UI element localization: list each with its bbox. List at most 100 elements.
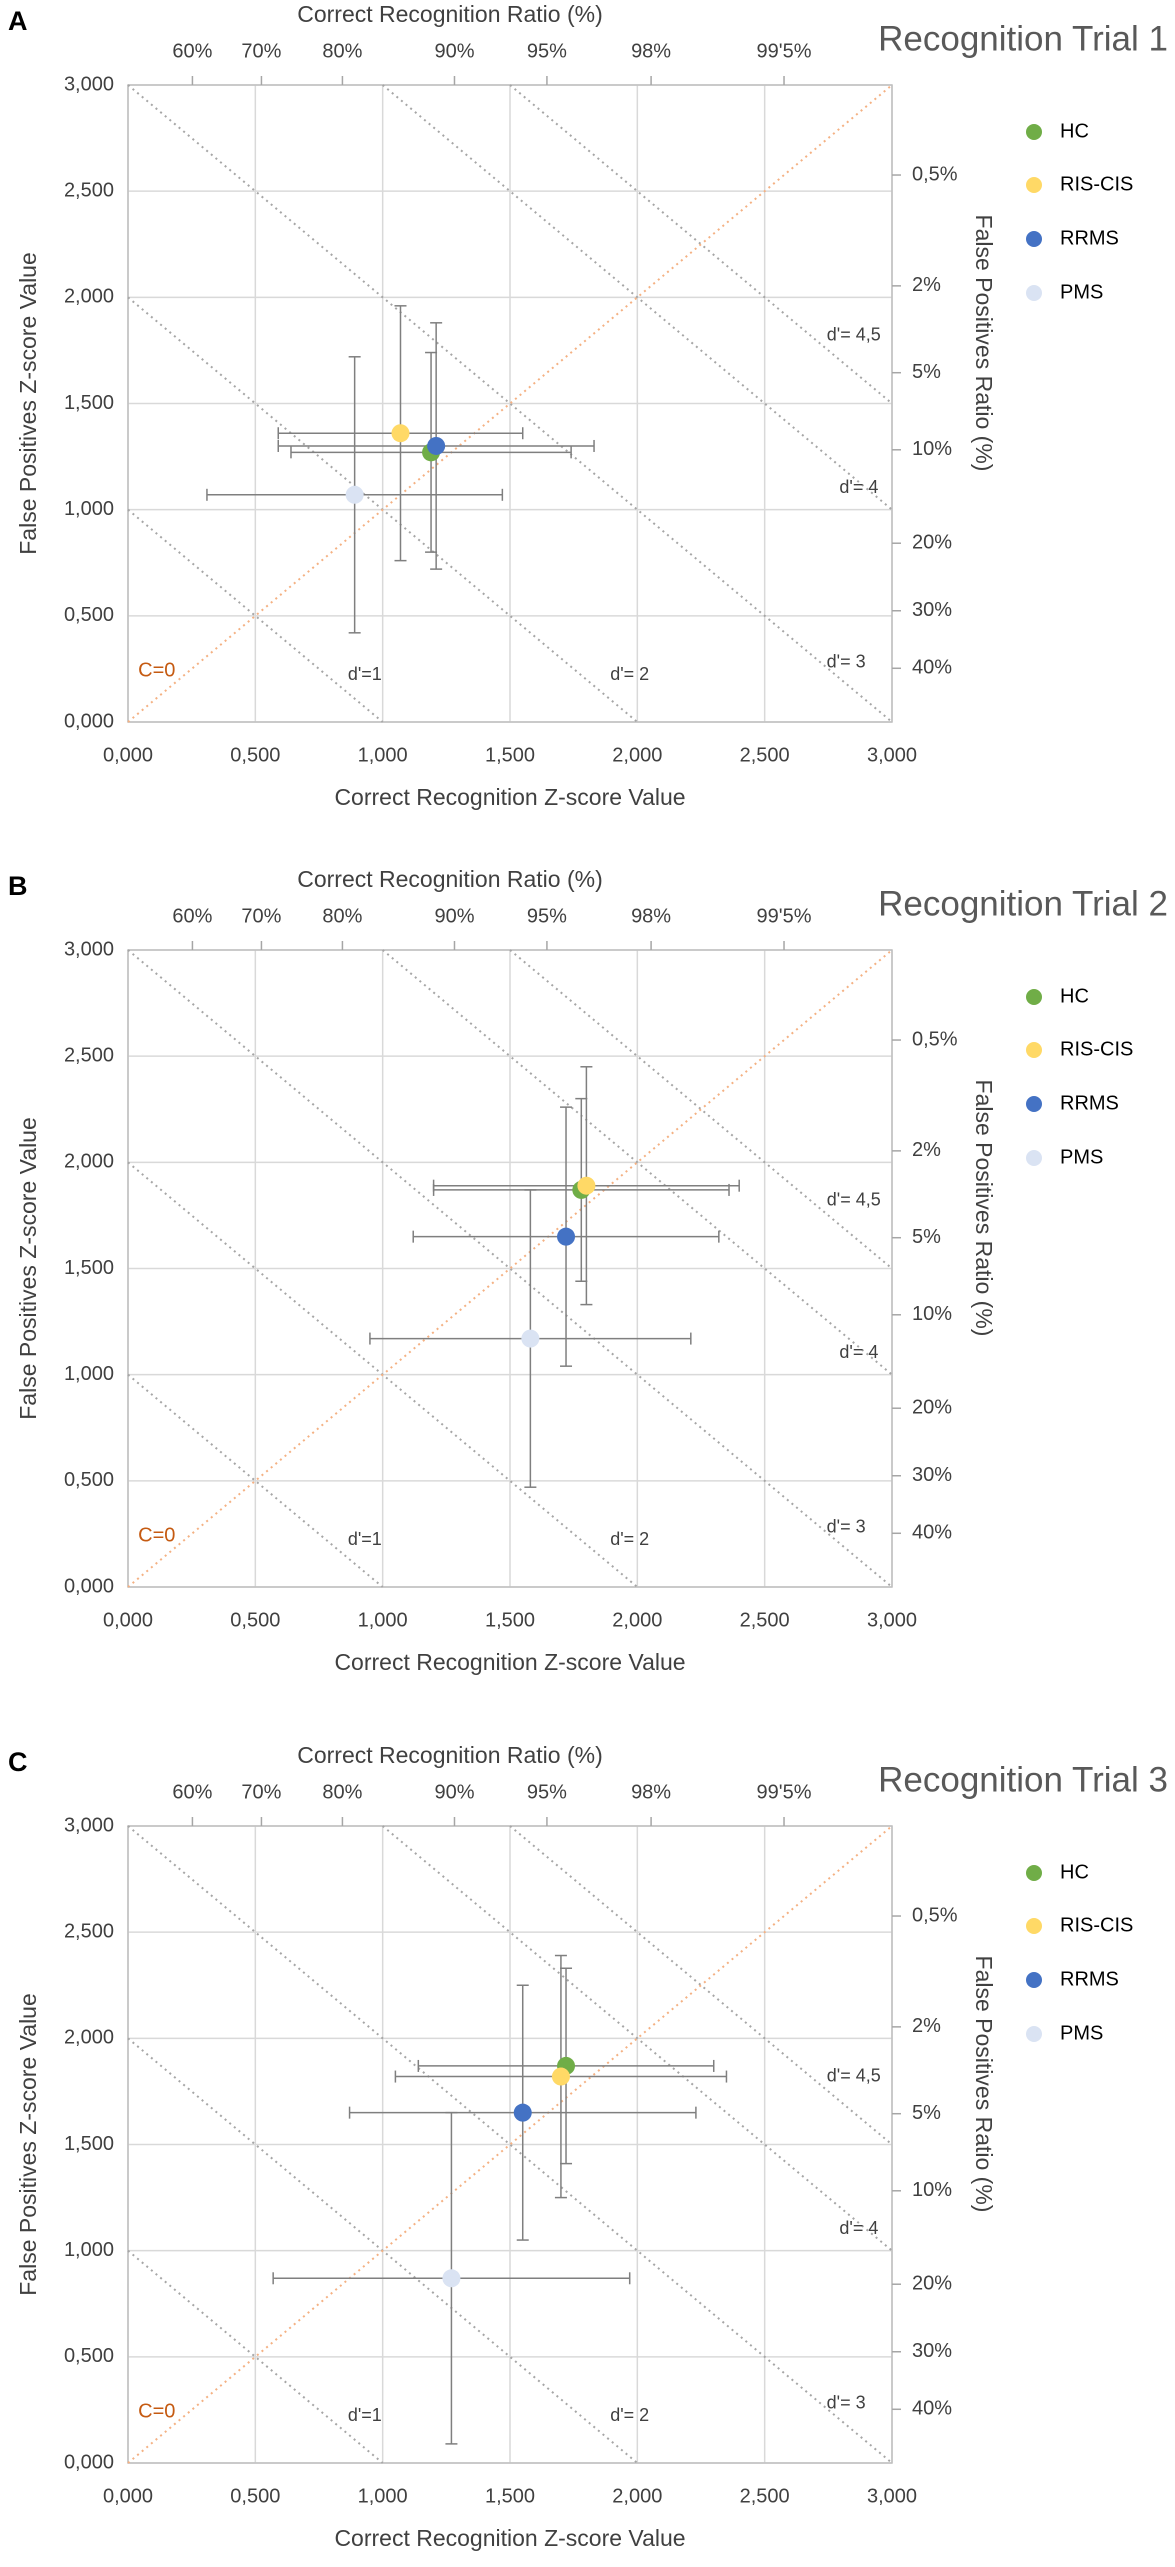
criterion-label: C=0 — [138, 2400, 175, 2422]
reference-line — [509, 84, 893, 405]
legend-label: RRMS — [1060, 1092, 1119, 1114]
x-tick-label: 2,500 — [740, 744, 790, 766]
y2-tick-label: 2% — [912, 2015, 941, 2037]
x2-tick-label: 60% — [172, 905, 212, 927]
criterion-line — [127, 949, 893, 1588]
x2-tick-label: 60% — [172, 40, 212, 62]
legend-label: RIS-CIS — [1060, 1914, 1133, 1936]
y2-tick-label: 2% — [912, 274, 941, 296]
chart-title: Recognition Trial 2 — [878, 884, 1168, 923]
legend-label: RRMS — [1060, 227, 1119, 249]
y-tick-label: 0,500 — [64, 1469, 114, 1491]
legend-marker — [1026, 231, 1042, 247]
y2-tick-label: 30% — [912, 599, 952, 621]
panel-label: B — [8, 871, 28, 901]
reference-line — [127, 949, 893, 1588]
x-tick-label: 0,000 — [103, 744, 153, 766]
y2-tick-label: 0,5% — [912, 163, 958, 185]
y-tick-label: 2,000 — [64, 2027, 114, 2049]
y-tick-label: 0,000 — [64, 1575, 114, 1597]
y-tick-label: 2,000 — [64, 286, 114, 308]
y-tick-label: 1,000 — [64, 2239, 114, 2261]
reference-label: d'= 4 — [839, 2218, 878, 2238]
y-tick-label: 3,000 — [64, 1814, 114, 1836]
legend-label: RIS-CIS — [1060, 173, 1133, 195]
x-axis-label: Correct Recognition Z-score Value — [334, 784, 685, 810]
legend-marker — [1026, 1865, 1042, 1881]
reference-label: d'= 3 — [827, 2392, 866, 2412]
y-axis-label: False Positives Z-score Value — [15, 252, 41, 555]
y2-tick-label: 20% — [912, 531, 952, 553]
x-tick-label: 0,500 — [230, 1609, 280, 1631]
x-tick-label: 2,000 — [612, 1609, 662, 1631]
y2-tick-label: 5% — [912, 1226, 941, 1248]
criterion-label: C=0 — [138, 659, 175, 681]
x-tick-label: 2,500 — [740, 2485, 790, 2507]
x-tick-label: 2,500 — [740, 1609, 790, 1631]
legend-label: RRMS — [1060, 1968, 1119, 1990]
chart-panel: 0,000 0,500 1,000 1,500 2,000 2,500 3,000 0,000… — [8, 1742, 1168, 2551]
reference-label: d'= 4 — [839, 1342, 878, 1362]
y2-tick-label: 40% — [912, 657, 952, 679]
y2-axis-label: False Positives Ratio (%) — [971, 1080, 997, 1337]
reference-label: d'= 4,5 — [827, 324, 881, 344]
y2-tick-label: 0,5% — [912, 1904, 958, 1926]
reference-line — [127, 1373, 384, 1588]
x2-tick-label: 90% — [434, 40, 474, 62]
legend-marker — [1026, 1972, 1042, 1988]
y-tick-label: 0,000 — [64, 710, 114, 732]
reference-line — [382, 84, 893, 511]
legend-marker — [1026, 285, 1042, 301]
legend-label: PMS — [1060, 1146, 1103, 1168]
data-point — [557, 1227, 576, 1246]
x2-tick-label: 80% — [322, 1781, 362, 1803]
x-tick-label: 0,500 — [230, 2485, 280, 2507]
y-tick-label: 3,000 — [64, 938, 114, 960]
panel-label: A — [8, 6, 28, 36]
y2-tick-label: 10% — [912, 438, 952, 460]
reference-line — [127, 2249, 384, 2464]
y2-axis-label: False Positives Ratio (%) — [971, 1956, 997, 2213]
data-point — [442, 2269, 461, 2288]
reference-line — [509, 949, 893, 1270]
y2-tick-label: 30% — [912, 1464, 952, 1486]
panel-label: C — [8, 1747, 28, 1777]
y2-tick-label: 30% — [912, 2340, 952, 2362]
legend-marker — [1026, 2026, 1042, 2042]
legend-marker — [1026, 1150, 1042, 1166]
x-tick-label: 0,000 — [103, 1609, 153, 1631]
y-tick-label: 2,500 — [64, 179, 114, 201]
y-tick-label: 2,500 — [64, 1920, 114, 1942]
y-axis-label: False Positives Z-score Value — [15, 1117, 41, 1420]
chart-title: Recognition Trial 3 — [878, 1760, 1168, 1799]
legend-marker — [1026, 177, 1042, 193]
chart-panel: 0,000 0,500 1,000 1,500 2,000 2,500 3,000 0,000… — [8, 866, 1168, 1675]
chart-panel: 0,000 0,500 1,000 1,500 2,000 2,500 3,000 0,000… — [8, 1, 1168, 810]
chart-title: Recognition Trial 1 — [878, 19, 1168, 58]
y-tick-label: 3,000 — [64, 73, 114, 95]
x2-tick-label: 98% — [631, 40, 671, 62]
y2-tick-label: 0,5% — [912, 1028, 958, 1050]
y2-tick-label: 5% — [912, 2102, 941, 2124]
legend-marker — [1026, 989, 1042, 1005]
y-tick-label: 1,000 — [64, 498, 114, 520]
reference-label: d'= 4,5 — [827, 1189, 881, 1209]
reference-line — [382, 949, 893, 1376]
x2-tick-label: 60% — [172, 1781, 212, 1803]
reference-label: d'= 3 — [827, 1516, 866, 1536]
reference-line — [127, 1825, 893, 2464]
x2-axis-label: Correct Recognition Ratio (%) — [297, 1, 603, 27]
x-tick-label: 1,000 — [358, 1609, 408, 1631]
reference-label: d'=1 — [348, 1529, 382, 1549]
data-point — [551, 2067, 570, 2086]
legend-label: PMS — [1060, 281, 1103, 303]
x2-tick-label: 70% — [241, 1781, 281, 1803]
x-axis-label: Correct Recognition Z-score Value — [334, 1649, 685, 1675]
x2-tick-label: 70% — [241, 905, 281, 927]
reference-line — [382, 1825, 893, 2252]
reference-label: d'=1 — [348, 664, 382, 684]
reference-line — [127, 508, 384, 723]
legend-marker — [1026, 1918, 1042, 1934]
y-tick-label: 0,500 — [64, 2345, 114, 2367]
legend-marker — [1026, 1042, 1042, 1058]
